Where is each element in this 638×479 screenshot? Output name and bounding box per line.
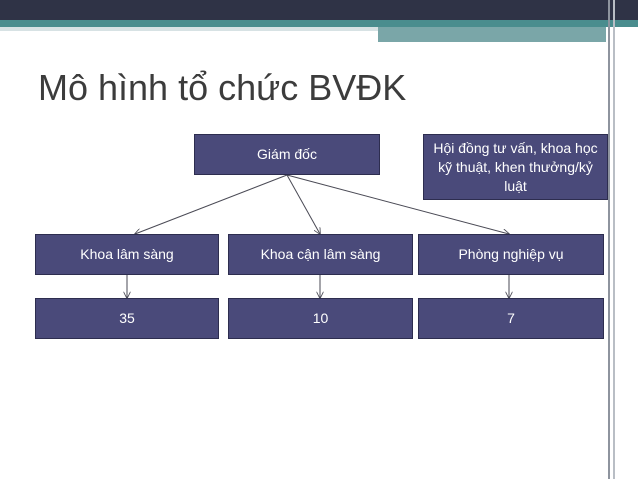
connector-director-clinical — [135, 174, 288, 234]
slide-title: Mô hình tổ chức BVĐK — [38, 67, 407, 108]
department-box-paraclinical: Khoa cận lâm sàng — [228, 234, 413, 275]
council-box: Hội đồng tư vấn, khoa học kỹ thuật, khen… — [423, 134, 608, 200]
count-box-office: 7 — [418, 298, 604, 339]
count-value: 7 — [507, 310, 515, 326]
department-box-clinical: Khoa lâm sàng — [35, 234, 219, 275]
top-banner-accent — [378, 27, 606, 42]
top-banner-dark — [0, 0, 638, 20]
director-label: Giám đốc — [257, 146, 317, 162]
right-edge-line — [608, 0, 610, 479]
connector-director-office — [286, 174, 509, 234]
department-label: Khoa cận lâm sàng — [260, 246, 381, 262]
right-edge-line-light — [613, 0, 615, 479]
council-label: Hội đồng tư vấn, khoa học kỹ thuật, khen… — [433, 139, 598, 194]
department-box-office: Phòng nghiệp vụ — [418, 234, 604, 275]
director-box: Giám đốc — [194, 134, 380, 175]
connector-director-paraclinical — [286, 174, 320, 234]
top-banner-teal — [0, 20, 638, 27]
count-value: 35 — [119, 310, 135, 326]
count-value: 10 — [312, 310, 329, 326]
department-label: Phòng nghiệp vụ — [458, 246, 564, 262]
department-label: Khoa lâm sàng — [80, 246, 174, 262]
count-box-paraclinical: 10 — [228, 298, 413, 339]
top-banner-light — [0, 27, 378, 31]
count-box-clinical: 35 — [35, 298, 219, 339]
